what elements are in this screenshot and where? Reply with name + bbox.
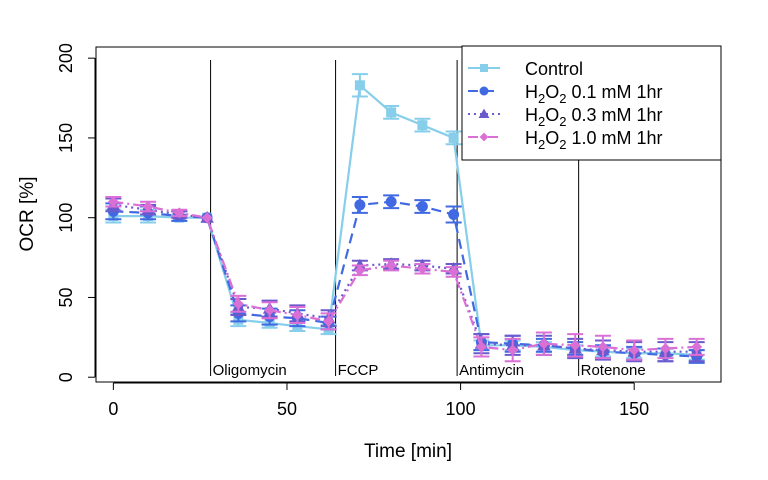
- y-tick-label: 200: [56, 43, 76, 73]
- legend-label-mid: O: [545, 105, 559, 125]
- data-point: [354, 264, 366, 276]
- series-layer: [105, 73, 705, 364]
- data-point: [142, 201, 154, 213]
- legend-label: H2O2 1.0 mM 1hr: [525, 128, 663, 152]
- data-point: [385, 196, 397, 208]
- legend-label-sub2: 2: [559, 137, 566, 152]
- series-line: [113, 200, 697, 358]
- event-markers: Oligomycin FCCP Antimycin Rotenone: [210, 60, 646, 379]
- legend-label-sub1: 2: [538, 114, 545, 129]
- legend-label-mid: O: [545, 128, 559, 148]
- event-label: Oligomycin: [213, 362, 287, 379]
- series-3: [105, 195, 705, 363]
- data-point: [386, 107, 397, 118]
- data-point: [107, 196, 119, 208]
- x-axis-title: Time [min]: [364, 441, 452, 462]
- event-label: FCCP: [338, 362, 379, 379]
- x-axis: 0 50 100 150: [108, 382, 649, 419]
- x-tick-label: 100: [446, 399, 476, 419]
- legend-marker: [478, 108, 490, 119]
- event-label: Antimycin: [459, 362, 524, 379]
- data-point: [264, 304, 276, 316]
- legend-label-mid: O: [545, 82, 559, 102]
- data-point: [597, 341, 609, 353]
- legend-label-sub2: 2: [559, 114, 566, 129]
- data-point: [354, 199, 366, 211]
- x-tick-label: 50: [277, 399, 297, 419]
- series-2: [105, 197, 705, 363]
- data-point: [628, 344, 640, 356]
- data-point: [354, 80, 365, 91]
- y-tick-label: 50: [56, 287, 76, 307]
- series-line: [113, 203, 697, 353]
- data-point: [691, 341, 703, 353]
- data-point: [475, 341, 487, 353]
- legend-label-sub1: 2: [538, 91, 545, 106]
- data-point: [569, 339, 581, 351]
- legend-label-prefix: H: [525, 128, 538, 148]
- data-point: [201, 212, 213, 224]
- x-tick-label: 0: [108, 399, 118, 419]
- legend-label: H2O2 0.1 mM 1hr: [525, 82, 663, 106]
- series-1: [105, 194, 705, 364]
- y-tick-label: 0: [56, 372, 76, 382]
- plot-frame: [95, 46, 722, 383]
- y-tick-label: 100: [56, 203, 76, 233]
- y-axis: 0 50 100 150 200: [56, 43, 96, 382]
- data-point: [291, 309, 303, 321]
- data-point: [416, 263, 428, 275]
- data-point: [232, 298, 244, 310]
- series-line: [113, 200, 697, 352]
- data-point: [385, 260, 397, 272]
- legend-marker: [479, 132, 489, 142]
- legend-label: H2O2 0.3 mM 1hr: [525, 105, 663, 129]
- data-point: [538, 338, 550, 350]
- data-point: [448, 132, 459, 143]
- legend-label-suffix: 1.0 mM 1hr: [566, 128, 662, 148]
- legend-marker: [480, 64, 488, 72]
- data-point: [507, 344, 519, 356]
- data-point: [448, 209, 460, 220]
- event-label: Rotenone: [581, 362, 646, 379]
- legend-label-suffix: 0.3 mM 1hr: [566, 105, 662, 125]
- data-point: [323, 315, 335, 327]
- legend-label-prefix: H: [525, 105, 538, 125]
- legend-label-sub2: 2: [559, 91, 566, 106]
- legend-label-prefix: H: [525, 82, 538, 102]
- data-point: [448, 266, 460, 278]
- legend-marker: [479, 86, 489, 96]
- legend-label-suffix: 0.1 mM 1hr: [566, 82, 662, 102]
- data-point: [659, 343, 671, 354]
- data-point: [416, 201, 428, 213]
- legend-label: Control: [525, 59, 583, 79]
- legend-box: [461, 45, 722, 161]
- data-point: [417, 120, 428, 131]
- data-point: [173, 207, 185, 219]
- y-tick-label: 150: [56, 123, 76, 153]
- legend-label-sub1: 2: [538, 137, 545, 152]
- y-axis-title: OCR [%]: [17, 177, 38, 252]
- x-tick-label: 150: [619, 399, 649, 419]
